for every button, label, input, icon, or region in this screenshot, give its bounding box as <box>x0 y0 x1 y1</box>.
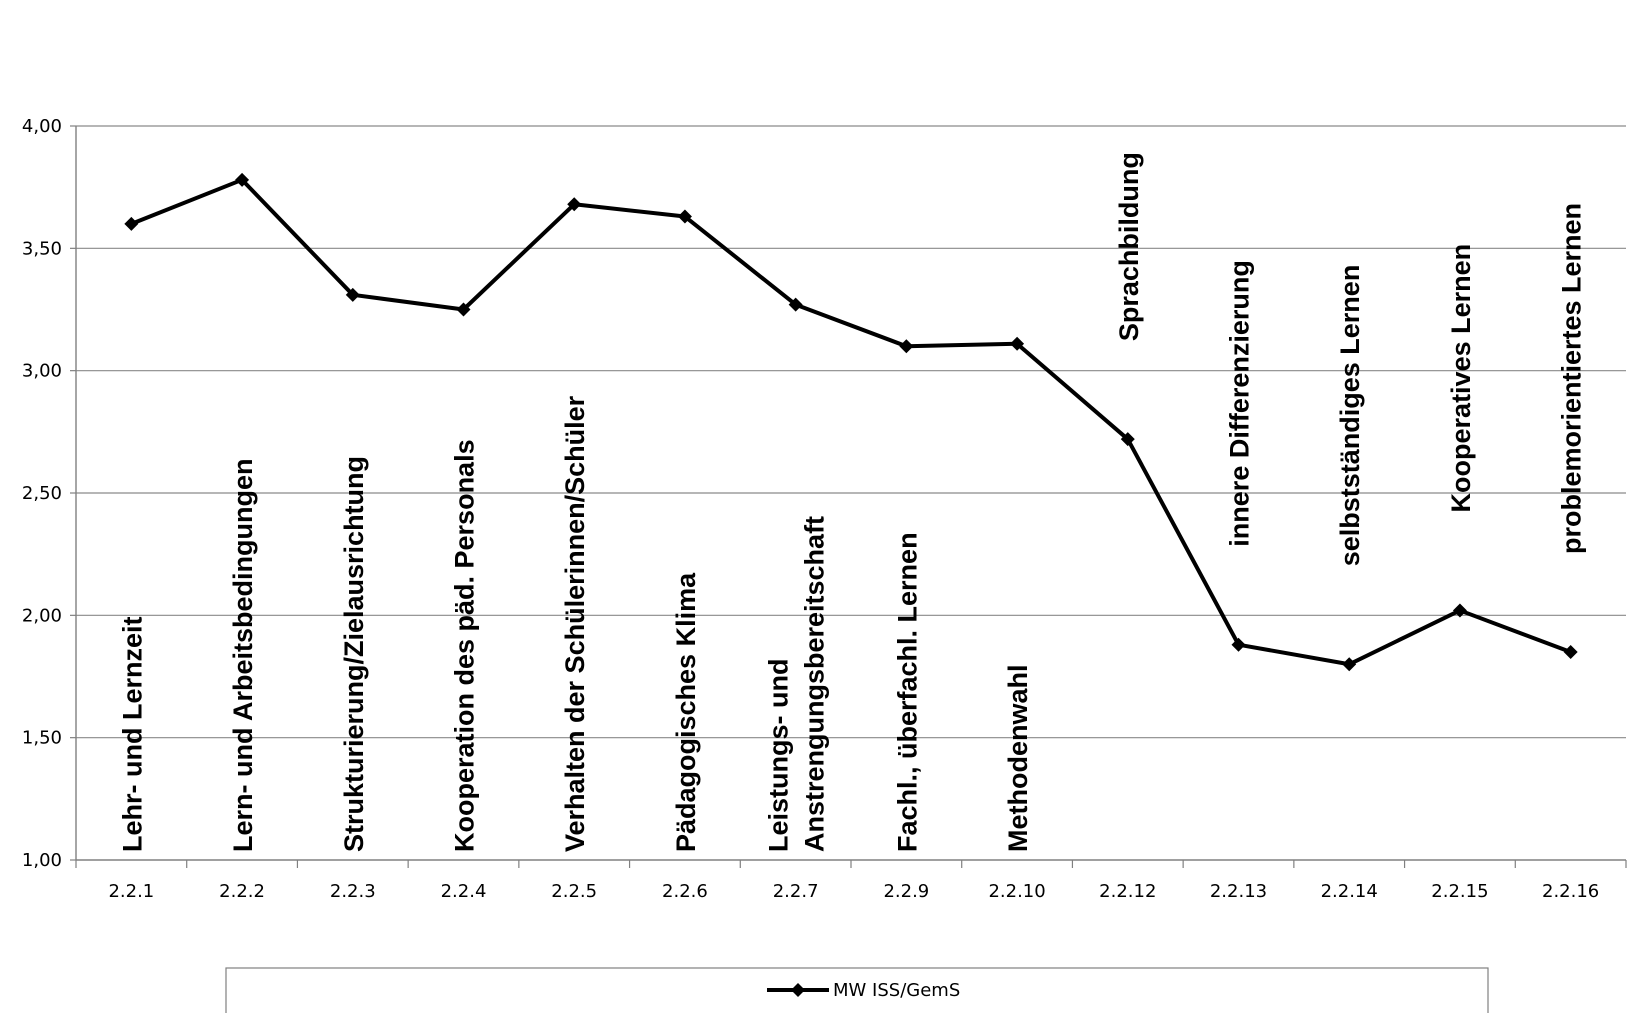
legend-marker-swatch <box>791 983 805 997</box>
data-point <box>1010 336 1025 351</box>
category-note: Methodenwahl <box>1003 665 1033 853</box>
data-point <box>1342 657 1357 672</box>
data-point <box>345 287 360 302</box>
y-tick-label: 2,00 <box>22 605 62 626</box>
series-mw-iss-gems <box>124 172 1578 672</box>
y-tick-label: 4,00 <box>22 116 62 137</box>
x-tick-label: 2.2.2 <box>219 881 265 902</box>
category-note: Pädagogisches Klima <box>671 572 701 852</box>
gridlines <box>76 125 1626 739</box>
y-tick-label: 3,50 <box>22 238 62 259</box>
y-tick-label: 2,50 <box>22 483 62 504</box>
x-axis-ticks: 2.2.1 2.2.2 2.2.3 2.2.4 2.2.5 2.2.6 2.2.7 2.2.9… <box>75 860 1627 902</box>
x-tick-label: 2.2.4 <box>441 881 487 902</box>
x-tick-label: 2.2.5 <box>551 881 597 902</box>
category-note: innere Differenzierung <box>1225 260 1255 547</box>
axes <box>75 126 1626 861</box>
category-note: Verhalten der Schülerinnen/Schüler <box>560 395 590 852</box>
category-note: Strukturierung/Zielausrichtung <box>339 456 369 852</box>
x-tick-label: 2.2.10 <box>988 881 1045 902</box>
series-line <box>130 177 1572 667</box>
category-note: Fachl., überfachl. Lernen <box>892 532 922 852</box>
category-notes: Lehr- und Lernzeit Lern- und Arbeitsbedin… <box>117 152 1586 852</box>
category-note: Lern- und Arbeitsbedingungen <box>228 459 258 852</box>
x-tick-label: 2.2.3 <box>330 881 376 902</box>
category-note: Sprachbildung <box>1114 152 1144 341</box>
data-point <box>899 339 914 354</box>
x-tick-label: 2.2.1 <box>108 881 154 902</box>
category-note: Kooperation des päd. Personals <box>450 439 480 852</box>
data-point <box>1563 645 1578 660</box>
data-point <box>1231 637 1246 652</box>
legend: MW ISS/GemS <box>225 967 1489 1013</box>
x-tick-label: 2.2.6 <box>662 881 708 902</box>
category-note: Leistungs- und <box>764 659 794 852</box>
y-tick-label: 3,00 <box>22 361 62 382</box>
x-tick-label: 2.2.12 <box>1099 881 1156 902</box>
data-point <box>235 172 250 187</box>
data-point <box>677 209 692 224</box>
category-note: selbstständiges Lernen <box>1335 265 1365 567</box>
data-point <box>124 216 139 231</box>
data-point <box>1120 432 1135 447</box>
category-note: problemorientiertes Lernen <box>1557 203 1587 554</box>
y-tick-label: 1,00 <box>22 850 62 871</box>
x-tick-label: 2.2.13 <box>1210 881 1267 902</box>
y-axis-ticks: 1,00 1,50 2,00 2,50 3,00 3,50 4,00 <box>22 116 76 871</box>
data-point <box>788 297 803 312</box>
y-tick-label: 1,50 <box>22 728 62 749</box>
legend-box <box>225 967 1489 1013</box>
x-tick-label: 2.2.15 <box>1431 881 1488 902</box>
data-point <box>1452 603 1467 618</box>
x-tick-label: 2.2.16 <box>1542 881 1599 902</box>
x-tick-label: 2.2.9 <box>883 881 929 902</box>
data-point <box>456 302 471 317</box>
category-note: Anstrengungsbereitschaft <box>800 516 830 852</box>
legend-label: MW ISS/GemS <box>833 980 960 1001</box>
x-tick-label: 2.2.7 <box>773 881 819 902</box>
category-note: Kooperatives Lernen <box>1446 244 1476 513</box>
data-point <box>567 197 582 212</box>
x-tick-label: 2.2.14 <box>1321 881 1378 902</box>
category-note: Lehr- und Lernzeit <box>117 616 147 852</box>
